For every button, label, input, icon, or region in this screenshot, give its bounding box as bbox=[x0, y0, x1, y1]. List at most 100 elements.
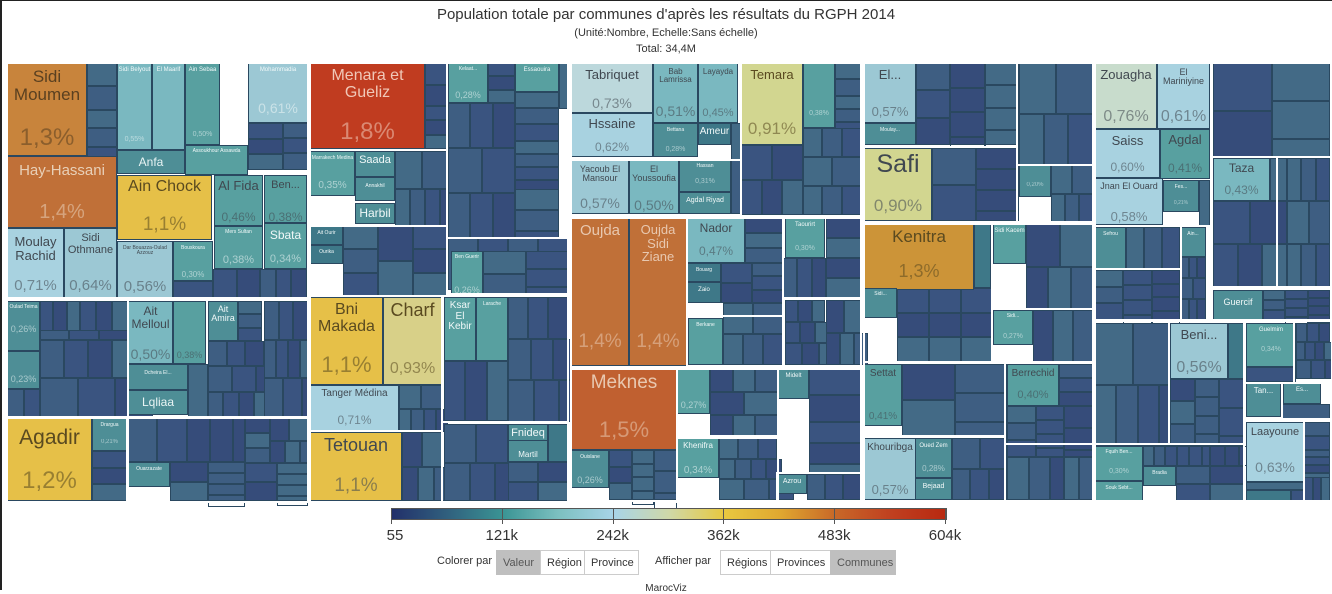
treemap-cell[interactable] bbox=[96, 301, 112, 331]
treemap-cell[interactable] bbox=[1176, 446, 1190, 466]
treemap-cell[interactable]: 0,23% bbox=[7, 351, 40, 389]
treemap-cell[interactable] bbox=[1151, 297, 1180, 311]
treemap-cell[interactable] bbox=[1228, 323, 1244, 379]
treemap-cell[interactable] bbox=[293, 301, 308, 340]
treemap-cell[interactable]: Mohammadia 0,61% bbox=[248, 63, 308, 123]
treemap-cell[interactable] bbox=[413, 249, 448, 273]
treemap-cell[interactable] bbox=[916, 90, 951, 118]
treemap-cell[interactable] bbox=[548, 424, 568, 462]
treemap-cell[interactable] bbox=[92, 484, 127, 501]
treemap-cell[interactable] bbox=[975, 168, 1019, 190]
treemap-cell[interactable] bbox=[209, 418, 234, 462]
treemap-cell[interactable]: Laayoune 0,63% bbox=[1246, 422, 1304, 482]
treemap-cell[interactable]: Meknes 1,5% bbox=[571, 369, 677, 450]
treemap-cell[interactable] bbox=[1116, 384, 1138, 446]
treemap-cell[interactable] bbox=[1194, 397, 1220, 416]
treemap-cell[interactable]: Berrechid 0,40% bbox=[1007, 364, 1059, 406]
treemap-cell[interactable] bbox=[245, 463, 277, 482]
treemap-cell[interactable] bbox=[785, 300, 799, 322]
treemap-cell[interactable] bbox=[1180, 257, 1189, 278]
treemap-cell[interactable] bbox=[276, 473, 308, 485]
treemap-cell[interactable] bbox=[469, 462, 496, 501]
treemap-cell[interactable] bbox=[1143, 446, 1155, 466]
treemap-cell[interactable] bbox=[470, 193, 493, 238]
treemap-cell[interactable] bbox=[719, 458, 735, 480]
treemap-cell[interactable] bbox=[826, 278, 861, 298]
treemap-cell[interactable]: Hssaine 0,62% bbox=[571, 113, 653, 157]
treemap-cell[interactable] bbox=[528, 297, 548, 339]
treemap-cell[interactable] bbox=[1250, 201, 1287, 244]
treemap-cell[interactable]: Essaouira bbox=[515, 63, 559, 92]
treemap-cell[interactable] bbox=[975, 148, 1019, 169]
treemap-cell[interactable] bbox=[1019, 114, 1044, 165]
treemap-cell[interactable] bbox=[157, 418, 187, 462]
treemap-cell[interactable] bbox=[1176, 483, 1210, 501]
treemap-cell[interactable] bbox=[916, 63, 951, 91]
treemap-cell[interactable] bbox=[1318, 323, 1330, 342]
treemap-cell[interactable] bbox=[1301, 244, 1316, 287]
treemap-cell[interactable] bbox=[1073, 310, 1093, 362]
treemap-cell[interactable] bbox=[1007, 406, 1036, 423]
treemap-cell[interactable] bbox=[483, 273, 526, 296]
treemap-cell[interactable] bbox=[822, 186, 842, 215]
treemap-cell[interactable]: Fes... 0,21% bbox=[1163, 180, 1199, 212]
treemap-cell[interactable]: Zouagha 0,76% bbox=[1095, 63, 1157, 129]
treemap-cell[interactable] bbox=[399, 408, 412, 432]
treemap-cell[interactable] bbox=[1035, 419, 1065, 434]
treemap-cell[interactable] bbox=[1321, 477, 1330, 501]
treemap-cell[interactable] bbox=[974, 224, 991, 288]
treemap-cell[interactable] bbox=[1144, 227, 1162, 270]
treemap-cell[interactable]: Ksar El Kebir bbox=[444, 297, 476, 361]
treemap-cell[interactable] bbox=[1323, 341, 1332, 361]
treemap-cell[interactable] bbox=[488, 89, 515, 103]
treemap-cell[interactable] bbox=[213, 269, 237, 298]
treemap-cell[interactable] bbox=[1304, 457, 1330, 466]
treemap-cell[interactable] bbox=[1307, 323, 1319, 342]
treemap-cell[interactable] bbox=[809, 369, 861, 396]
treemap-cell[interactable] bbox=[835, 95, 861, 109]
treemap-cell[interactable] bbox=[723, 334, 743, 365]
treemap-cell[interactable] bbox=[77, 378, 116, 417]
treemap-cell[interactable] bbox=[1237, 244, 1263, 287]
treemap-cell[interactable] bbox=[515, 140, 559, 154]
treemap-cell[interactable] bbox=[378, 226, 413, 261]
treemap-cell[interactable] bbox=[248, 154, 283, 170]
treemap-cell[interactable] bbox=[425, 120, 448, 135]
treemap-cell[interactable]: Sidi Belyout 0,55% bbox=[117, 63, 152, 150]
treemap-cell[interactable] bbox=[207, 473, 245, 485]
treemap-cell[interactable] bbox=[1210, 446, 1225, 466]
treemap-cell[interactable] bbox=[248, 138, 283, 155]
treemap-cell[interactable]: Ait Melloul 0,50% bbox=[128, 301, 173, 364]
treemap-cell[interactable]: Khouribga 0,57% bbox=[864, 438, 916, 500]
treemap-cell[interactable]: Souk Sebt... bbox=[1095, 481, 1143, 501]
display-by-regions-button[interactable]: Régions bbox=[720, 550, 771, 575]
treemap-cell[interactable] bbox=[508, 297, 528, 339]
treemap-cell[interactable] bbox=[402, 432, 422, 467]
treemap-cell[interactable] bbox=[1301, 158, 1316, 201]
treemap-cell[interactable] bbox=[1026, 267, 1049, 310]
treemap-cell[interactable] bbox=[492, 193, 515, 238]
treemap-cell[interactable] bbox=[264, 339, 276, 379]
treemap-cell[interactable] bbox=[897, 288, 929, 313]
treemap-cell[interactable] bbox=[961, 288, 993, 313]
treemap-cell[interactable]: Sidi Othmane 0,64% bbox=[64, 228, 117, 298]
treemap-cell[interactable] bbox=[283, 123, 308, 138]
treemap-cell[interactable] bbox=[508, 481, 538, 501]
treemap-cell[interactable] bbox=[1308, 201, 1330, 244]
treemap-cell[interactable] bbox=[444, 361, 466, 421]
treemap-cell[interactable]: Bejaad bbox=[915, 478, 952, 500]
treemap-cell[interactable] bbox=[1197, 299, 1206, 320]
treemap-cell[interactable] bbox=[422, 432, 442, 467]
treemap-cell[interactable] bbox=[207, 495, 245, 507]
treemap-cell[interactable] bbox=[238, 327, 262, 341]
treemap-cell[interactable] bbox=[1213, 63, 1272, 111]
treemap-cell[interactable] bbox=[902, 364, 955, 400]
treemap-cell[interactable]: Settat 0,41% bbox=[864, 364, 902, 426]
treemap-cell[interactable] bbox=[1262, 244, 1287, 287]
treemap-cell[interactable] bbox=[752, 289, 783, 303]
treemap-cell[interactable]: Oued Zem 0,28% bbox=[915, 438, 952, 478]
treemap-cell[interactable] bbox=[128, 418, 158, 462]
treemap-cell[interactable] bbox=[1193, 278, 1206, 299]
treemap-cell[interactable]: El Youssoufia 0,50% bbox=[629, 160, 679, 214]
treemap-cell[interactable]: Khenifra 0,34% bbox=[677, 438, 719, 478]
